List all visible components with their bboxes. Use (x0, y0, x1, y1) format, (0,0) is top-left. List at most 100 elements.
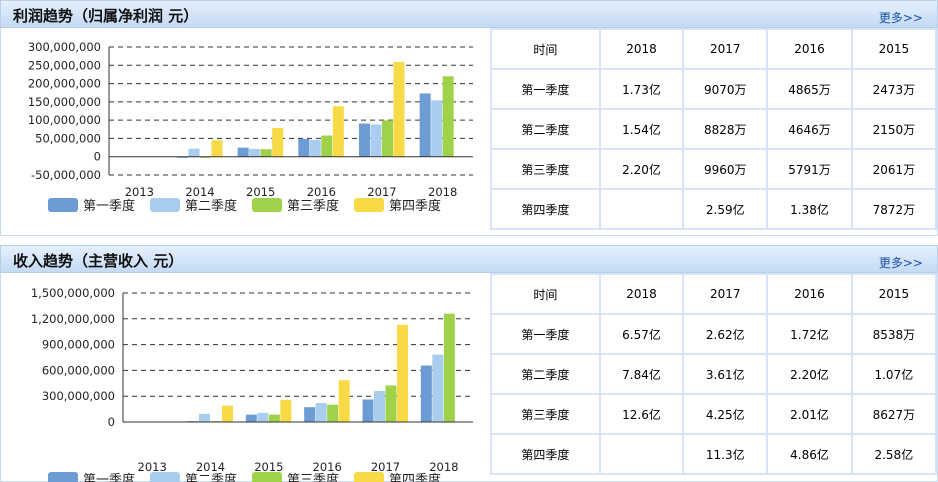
x-tick-label: 2014 (185, 185, 214, 199)
x-tick-label: 2013 (125, 185, 154, 199)
table-cell: 2016 (766, 28, 853, 70)
table-cell: 2017 (682, 28, 769, 70)
bar (199, 413, 210, 422)
y-tick-label: 0 (94, 150, 101, 164)
bar (397, 324, 408, 422)
bar (272, 127, 284, 157)
table-cell: 1.38亿 (766, 188, 853, 230)
y-tick-label: 300,000,000 (42, 389, 115, 403)
table-cell: 4.86亿 (766, 433, 853, 475)
y-tick-label: 0 (108, 415, 115, 429)
row-label: 时间 (490, 28, 601, 70)
x-tick-label: 2017 (367, 185, 396, 199)
table-cell: 1.72亿 (766, 313, 853, 355)
table-cell: 8538万 (850, 313, 938, 355)
table-cell: 4.25亿 (682, 393, 769, 435)
table-cell: 2.20亿 (766, 353, 853, 395)
table-cell: 2.58亿 (850, 433, 938, 475)
table-cell: 2018 (598, 273, 685, 315)
revenue-title: 收入趋势（主营收入 元） (13, 252, 184, 270)
table-cell: 2017 (682, 273, 769, 315)
legend-label: 第四季度 (389, 472, 441, 482)
bar (321, 135, 333, 157)
table-row: 第四季度 11.3亿 4.86亿 2.58亿 (490, 433, 938, 475)
y-tick-label: 150,000,000 (28, 95, 101, 109)
table-cell: 1.73亿 (598, 68, 685, 110)
table-cell: 2018 (598, 28, 685, 70)
bar (245, 414, 257, 422)
table-cell: 9960万 (682, 148, 769, 190)
profit-title: 利润趋势（归属净利润 元） (13, 7, 199, 25)
table-row: 第二季度 1.54亿 8828万 4646万 2150万 (490, 108, 938, 150)
bar (304, 407, 316, 422)
table-row: 第三季度 2.20亿 9960万 5791万 2061万 (490, 148, 938, 190)
row-label: 第四季度 (490, 188, 601, 230)
bar (268, 414, 280, 422)
y-tick-label: 300,000,000 (28, 40, 101, 54)
bar (338, 380, 350, 422)
legend-label: 第三季度 (287, 472, 339, 482)
table-cell: 2.01亿 (766, 393, 853, 435)
row-label: 第四季度 (490, 433, 601, 475)
table-cell: 2061万 (850, 148, 938, 190)
y-tick-label: -50,000,000 (31, 168, 101, 182)
table-cell: 2473万 (850, 68, 938, 110)
table-cell: 12.6亿 (598, 393, 685, 435)
revenue-more-link[interactable]: 更多>> (878, 256, 923, 270)
x-tick-label: 2015 (246, 185, 275, 199)
y-tick-label: 1,200,000,000 (31, 312, 115, 326)
bar (260, 149, 272, 157)
x-tick-label: 2016 (313, 460, 342, 474)
table-row: 第一季度 1.73亿 9070万 4865万 2473万 (490, 68, 938, 110)
y-tick-label: 100,000,000 (28, 113, 101, 127)
profit-more-link[interactable]: 更多>> (878, 11, 923, 25)
profit-panel: 利润趋势（归属净利润 元） 更多>> 300,000,000 250,000,00… (0, 0, 938, 236)
bar (385, 385, 397, 422)
bar (222, 405, 233, 422)
y-tick-label: 1,500,000,000 (31, 286, 115, 300)
table-cell: 2.59亿 (682, 188, 769, 230)
x-tick-label: 2015 (254, 460, 283, 474)
legend-swatch (252, 472, 282, 482)
row-label: 第一季度 (490, 68, 601, 110)
bar (332, 106, 344, 157)
bar (309, 139, 321, 157)
row-label: 时间 (490, 273, 601, 315)
bar (177, 156, 188, 158)
legend-label: 第四季度 (389, 198, 441, 214)
x-tick-label: 2017 (371, 460, 400, 474)
bar (200, 156, 211, 158)
legend-swatch (354, 198, 384, 212)
table-cell (598, 188, 685, 230)
profit-chart: 300,000,000 250,000,000 200,000,000 150,000… (28, 40, 473, 214)
bar (442, 76, 454, 157)
y-tick-label: 250,000,000 (28, 58, 101, 72)
table-cell: 3.61亿 (682, 353, 769, 395)
legend-swatch (150, 198, 180, 212)
bar (237, 147, 249, 157)
bar (188, 148, 200, 157)
bar (370, 124, 382, 157)
bar (420, 365, 432, 422)
x-tick-label: 2014 (196, 460, 225, 474)
row-label: 第三季度 (490, 393, 601, 435)
table-row: 第四季度 2.59亿 1.38亿 7872万 (490, 188, 938, 230)
table-header-row: 时间 2018 2017 2016 2015 (490, 28, 938, 70)
legend-swatch (48, 198, 78, 212)
x-tick-label: 2018 (428, 185, 457, 199)
legend-swatch (150, 472, 180, 482)
row-label: 第一季度 (490, 313, 601, 355)
table-cell: 9070万 (682, 68, 769, 110)
bar (374, 390, 385, 422)
table-cell: 8627万 (850, 393, 938, 435)
table-header-row: 时间 2018 2017 2016 2015 (490, 273, 938, 315)
bar (257, 412, 269, 422)
row-label: 第三季度 (490, 148, 601, 190)
bar (443, 313, 455, 422)
table-cell: 7.84亿 (598, 353, 685, 395)
y-tick-label: 900,000,000 (42, 338, 115, 352)
y-tick-label: 50,000,000 (35, 131, 101, 145)
table-cell (598, 433, 685, 475)
table-cell: 5791万 (766, 148, 853, 190)
table-cell: 2015 (850, 28, 938, 70)
